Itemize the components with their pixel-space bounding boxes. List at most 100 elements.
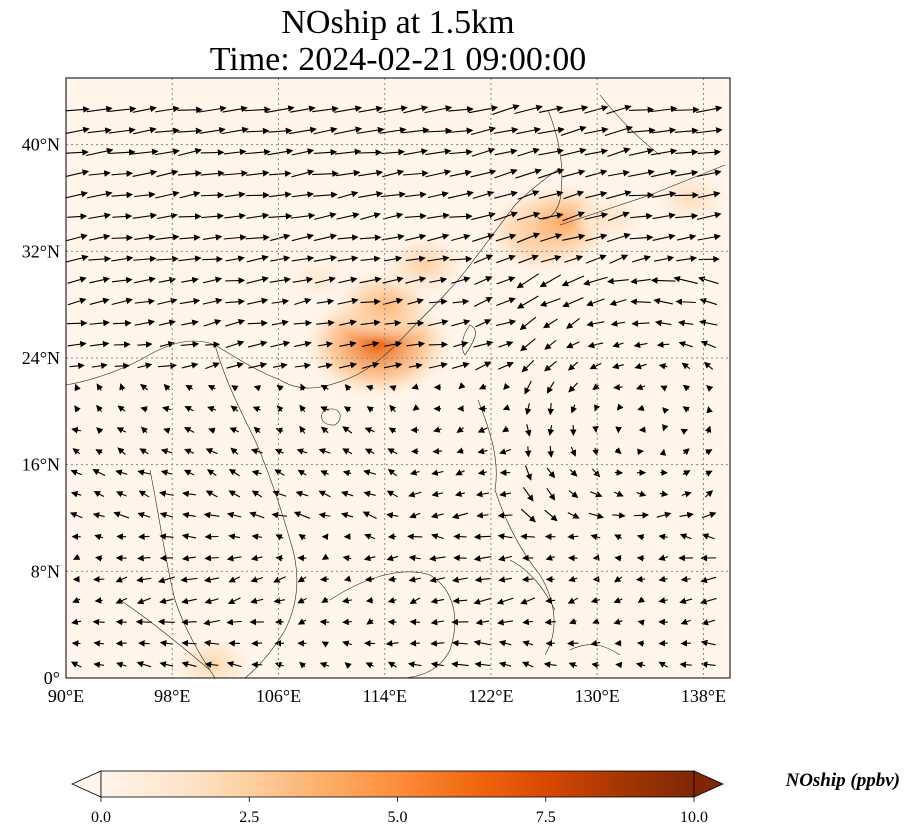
wind-arrow [431, 533, 444, 540]
wind-arrow [585, 190, 608, 199]
wind-arrow [159, 661, 174, 668]
wind-arrow [335, 169, 361, 177]
wind-arrow [387, 575, 397, 583]
wind-arrow [409, 512, 421, 519]
wind-arrow [472, 190, 495, 199]
wind-arrow [696, 169, 722, 177]
wind-arrow [456, 447, 464, 454]
wind-arrow [271, 298, 290, 305]
wind-arrow [430, 512, 444, 519]
wind-arrow [382, 169, 405, 178]
wind-arrow [384, 340, 403, 348]
wind-arrow [312, 170, 339, 177]
wind-arrow [157, 297, 178, 305]
wind-arrow [521, 661, 534, 668]
wind-arrow [116, 661, 127, 669]
wind-arrow [704, 490, 714, 498]
wind-arrow [592, 383, 600, 391]
wind-arrow [202, 234, 223, 241]
wind-arrow [246, 127, 270, 135]
wind-arrow [316, 319, 335, 327]
wind-arrow [74, 405, 81, 413]
wind-arrow [637, 404, 645, 411]
wind-arrow [497, 619, 514, 626]
wind-arrow [361, 340, 380, 348]
y-axis-ticks: 0° 8°N 16°N 24°N 32°N 40°N [22, 135, 60, 688]
wind-arrow [66, 149, 89, 156]
wind-arrow [157, 618, 175, 626]
wind-arrow [364, 575, 375, 583]
wind-arrow [430, 640, 445, 647]
wind-arrow [364, 448, 375, 455]
wind-arrow [181, 597, 197, 605]
wind-arrow [247, 340, 268, 348]
wind-arrow [431, 469, 444, 476]
wind-arrow [566, 318, 580, 329]
wind-arrow [547, 403, 555, 416]
wind-arrow [267, 148, 294, 156]
wind-arrow [498, 340, 514, 348]
colorbar-tick-label: 0.0 [91, 809, 111, 826]
wind-arrow [427, 191, 449, 199]
wind-arrow [387, 597, 397, 604]
wind-arrow [318, 512, 331, 519]
wind-arrow [627, 127, 656, 134]
wind-arrow [337, 190, 359, 199]
colorbar-tick-label: 5.0 [388, 809, 408, 826]
wind-arrow [179, 190, 201, 199]
wind-arrow [701, 619, 716, 626]
wind-arrow [584, 126, 609, 135]
wind-arrow [540, 254, 562, 263]
wind-arrow [299, 425, 306, 434]
wind-arrow [70, 469, 82, 476]
wind-arrow [291, 148, 315, 156]
wind-arrow [314, 212, 337, 220]
wind-arrow [606, 232, 631, 243]
wind-arrow [516, 211, 541, 221]
wind-arrow [358, 190, 384, 198]
wind-arrow [408, 576, 421, 583]
wind-arrow [133, 255, 157, 263]
wind-arrow [637, 619, 645, 626]
wind-arrow [538, 190, 564, 199]
wind-arrow [250, 576, 264, 583]
wind-arrow [363, 554, 376, 562]
wind-arrow [288, 126, 317, 135]
wind-arrow [495, 233, 517, 242]
wind-arrow [181, 533, 197, 540]
wind-arrow [89, 276, 111, 284]
wind-arrow [295, 490, 309, 498]
wind-arrow [228, 576, 241, 583]
wind-arrow [199, 126, 226, 134]
wind-arrow [522, 486, 534, 502]
wind-arrow [628, 191, 655, 199]
wind-arrow [200, 170, 225, 177]
wind-arrow [116, 491, 127, 498]
wind-arrow [132, 105, 157, 113]
wind-arrow [155, 190, 180, 199]
wind-arrow [182, 511, 196, 519]
wind-arrow [628, 106, 655, 114]
wind-arrow [604, 125, 634, 137]
wind-arrow [273, 597, 286, 604]
wind-arrow [343, 406, 352, 413]
wind-arrow [250, 554, 263, 562]
wind-arrow [181, 618, 197, 626]
wind-arrow [273, 576, 286, 583]
wind-arrow [337, 255, 359, 262]
wind-arrow [290, 105, 316, 113]
wind-arrow [538, 168, 565, 179]
wind-arrow [318, 490, 331, 498]
wind-arrow [590, 639, 601, 647]
y-tick-label: 24°N [22, 348, 60, 368]
wind-arrow [519, 316, 537, 331]
wind-arrow [563, 190, 585, 200]
wind-arrow [160, 448, 173, 455]
colorbar-gradient [100, 770, 695, 798]
x-tick-label: 90°E [48, 686, 84, 706]
wind-arrow [591, 661, 600, 669]
wind-arrow [545, 554, 555, 561]
wind-arrow [699, 297, 718, 306]
wind-arrow [405, 276, 427, 284]
wind-arrow [297, 597, 307, 604]
